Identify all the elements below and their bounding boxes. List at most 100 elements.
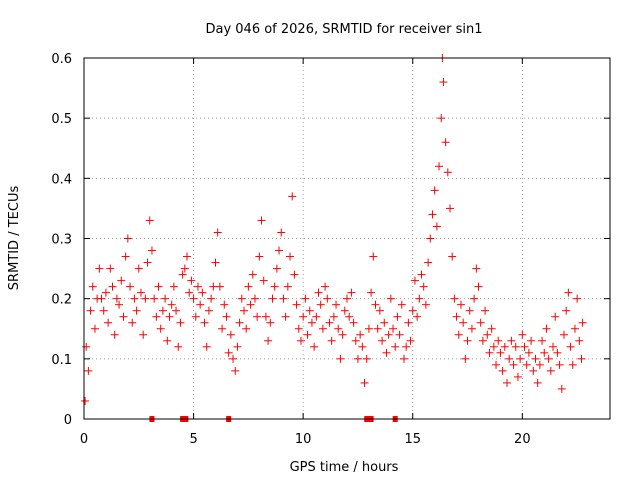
data-point <box>353 354 362 363</box>
data-point <box>483 330 492 339</box>
data-point <box>529 366 538 375</box>
data-point <box>110 330 119 339</box>
data-point <box>456 300 465 309</box>
data-point <box>489 342 498 351</box>
data-point <box>198 288 207 297</box>
data-point <box>507 336 516 345</box>
data-point <box>428 210 437 219</box>
data-point <box>86 306 95 315</box>
data-point <box>95 264 104 273</box>
data-point <box>435 162 444 171</box>
x-tick-label: 5 <box>189 432 197 447</box>
data-point <box>502 378 511 387</box>
data-point <box>356 330 365 339</box>
data-point <box>314 288 323 297</box>
data-point <box>419 282 428 291</box>
plot-frame <box>83 57 611 420</box>
data-point <box>555 360 564 369</box>
data-point <box>397 300 406 309</box>
x-tick-label: 10 <box>295 432 312 447</box>
data-point <box>88 282 97 291</box>
y-tick-label: 0.2 <box>51 293 72 308</box>
data-point <box>393 312 402 321</box>
data-point <box>544 354 553 363</box>
data-point <box>99 306 108 315</box>
data-point <box>81 396 90 405</box>
data-point <box>104 318 113 327</box>
data-point <box>516 354 525 363</box>
y-tick-label: 0.6 <box>51 52 72 67</box>
data-point <box>463 336 472 345</box>
data-point <box>487 324 496 333</box>
data-point <box>481 306 490 315</box>
data-point <box>446 204 455 213</box>
data-point <box>147 246 156 255</box>
y-tick-label: 0.4 <box>51 172 72 187</box>
data-point <box>511 342 520 351</box>
data-point <box>226 330 235 339</box>
data-point <box>257 216 266 225</box>
data-point <box>349 318 358 327</box>
data-point <box>417 270 426 279</box>
data-point <box>437 114 446 123</box>
data-point <box>307 318 316 327</box>
data-point <box>336 354 345 363</box>
data-point <box>524 348 533 357</box>
data-point <box>139 330 148 339</box>
data-point <box>562 306 571 315</box>
data-point <box>496 348 505 357</box>
data-point <box>126 282 135 291</box>
x-tick-label: 0 <box>80 432 88 447</box>
data-point <box>244 282 253 291</box>
data-point <box>165 312 174 321</box>
y-tick-label: 0.3 <box>51 233 72 248</box>
data-point <box>367 288 376 297</box>
data-point <box>215 282 224 291</box>
chart-title: Day 046 of 2026, SRMTID for receiver sin… <box>205 22 482 37</box>
data-point <box>492 360 501 369</box>
data-point <box>261 312 270 321</box>
data-point <box>167 300 176 309</box>
data-point <box>128 318 137 327</box>
data-point <box>106 264 115 273</box>
data-point <box>97 294 106 303</box>
data-point <box>395 330 404 339</box>
data-point <box>406 336 415 345</box>
data-point <box>461 354 470 363</box>
data-point <box>549 342 558 351</box>
data-point <box>413 312 422 321</box>
data-point <box>500 342 509 351</box>
data-point <box>470 294 479 303</box>
data-point <box>518 330 527 339</box>
data-point <box>553 348 562 357</box>
data-point <box>172 306 181 315</box>
data-point <box>391 342 400 351</box>
data-point <box>310 342 319 351</box>
data-point <box>204 306 213 315</box>
data-point <box>382 348 391 357</box>
data-point <box>347 288 356 297</box>
data-point <box>312 312 321 321</box>
data-point <box>325 318 334 327</box>
data-point <box>218 324 227 333</box>
data-point <box>134 264 143 273</box>
axis-ticks: 0 5 10 15 20 0 0.1 0.2 0.3 0.4 0.5 0.6 <box>51 52 610 447</box>
data-point <box>294 324 303 333</box>
data-point <box>321 282 330 291</box>
data-point <box>207 294 216 303</box>
data-point <box>351 336 360 345</box>
data-point <box>268 294 277 303</box>
x-tick-label: 20 <box>514 432 531 447</box>
data-point <box>378 336 387 345</box>
grid <box>84 58 610 419</box>
data-point <box>143 258 152 267</box>
data-point <box>399 354 408 363</box>
data-point <box>329 312 338 321</box>
data-point <box>82 342 91 351</box>
data-point <box>174 342 183 351</box>
data-point <box>299 312 308 321</box>
data-point <box>424 258 433 267</box>
data-point <box>527 336 536 345</box>
data-point <box>577 354 586 363</box>
data-point <box>242 324 251 333</box>
